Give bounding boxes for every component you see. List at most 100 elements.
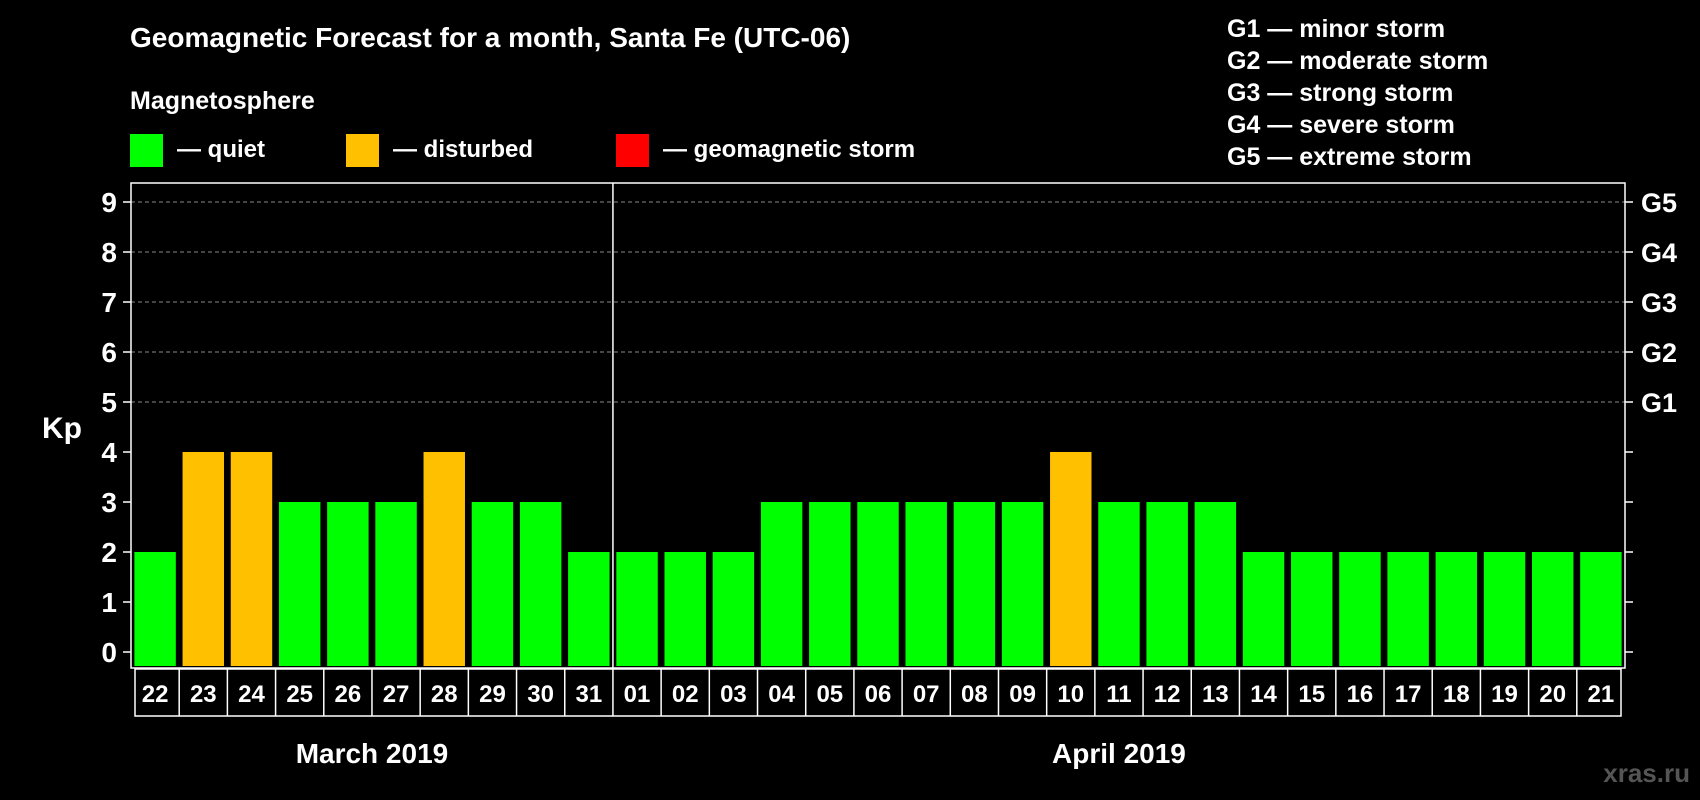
- chart-title: Geomagnetic Forecast for a month, Santa …: [130, 22, 850, 53]
- bar: [1291, 552, 1333, 666]
- storm-level-label: G3: [1641, 288, 1677, 318]
- bar: [1146, 502, 1188, 666]
- storm-level-label: G2: [1641, 338, 1677, 368]
- storm-scale-g4: G4 — severe storm: [1227, 111, 1455, 139]
- bar: [712, 552, 755, 666]
- watermark: xras.ru: [1603, 758, 1690, 788]
- x-tick-label: 04: [768, 681, 795, 708]
- bar: [616, 552, 658, 666]
- x-tick-label: 16: [1347, 681, 1374, 708]
- x-tick-label: 01: [624, 681, 651, 708]
- bar: [375, 502, 417, 666]
- y-tick-label: 1: [101, 587, 117, 618]
- bar: [760, 502, 803, 666]
- bar: [327, 502, 369, 666]
- bar: [1387, 552, 1429, 666]
- x-tick-label: 25: [286, 681, 313, 708]
- x-tick-label: 09: [1009, 681, 1036, 708]
- legend-swatch-quiet: [130, 134, 163, 167]
- x-tick-label: 15: [1298, 681, 1325, 708]
- x-tick-label: 19: [1491, 681, 1518, 708]
- storm-scale-g5: G5 — extreme storm: [1227, 143, 1472, 171]
- x-tick-label: 18: [1443, 681, 1470, 708]
- x-tick-label: 17: [1395, 681, 1422, 708]
- bar: [953, 502, 996, 666]
- legend-heading: Magnetosphere: [130, 87, 315, 115]
- bar: [278, 502, 321, 666]
- bar: [568, 552, 610, 666]
- x-tick-label: 24: [238, 681, 265, 708]
- bar: [1242, 552, 1285, 666]
- x-tick-label: 02: [672, 681, 699, 708]
- legend: — quiet — disturbed — geomagnetic storm: [130, 134, 915, 167]
- x-tick-label: 29: [479, 681, 506, 708]
- bar: [1435, 552, 1478, 666]
- bar: [1194, 502, 1237, 666]
- bar: [423, 452, 465, 666]
- bar: [1001, 502, 1044, 666]
- x-tick-label: 31: [575, 681, 602, 708]
- y-tick-label: 0: [101, 637, 117, 668]
- bar: [1483, 552, 1526, 666]
- x-tick-label: 26: [335, 681, 362, 708]
- bar: [1580, 552, 1622, 666]
- bar: [809, 502, 851, 666]
- y-axis-label: Kp: [42, 412, 82, 445]
- legend-label-storm: — geomagnetic storm: [663, 136, 915, 163]
- legend-swatch-disturbed: [346, 134, 379, 167]
- bar: [134, 552, 176, 666]
- storm-scale-g2: G2 — moderate storm: [1227, 47, 1488, 75]
- date-row-frame: [134, 668, 1622, 717]
- bar: [1050, 452, 1092, 666]
- legend-label-quiet: — quiet: [177, 136, 265, 163]
- bar: [857, 502, 899, 666]
- y-tick-label: 5: [101, 387, 117, 418]
- y-tick-label: 6: [101, 337, 117, 368]
- month-label: March 2019: [296, 738, 449, 769]
- x-tick-label: 10: [1057, 681, 1084, 708]
- legend-swatch-storm: [616, 134, 649, 167]
- y-tick-label: 7: [101, 287, 117, 318]
- x-tick-label: 13: [1202, 681, 1229, 708]
- month-label: April 2019: [1052, 738, 1186, 769]
- bar: [182, 452, 225, 666]
- x-tick-label: 05: [816, 681, 843, 708]
- x-tick-label: 03: [720, 681, 747, 708]
- x-tick-label: 14: [1250, 681, 1277, 708]
- bar: [905, 502, 947, 666]
- storm-scale-g3: G3 — strong storm: [1227, 79, 1453, 107]
- storm-scale-g1: G1 — minor storm: [1227, 15, 1445, 43]
- bar: [230, 452, 273, 666]
- storm-level-label: G4: [1641, 238, 1677, 268]
- y-tick-label: 3: [101, 487, 117, 518]
- y-tick-label: 4: [101, 437, 117, 468]
- x-tick-label: 22: [142, 681, 169, 708]
- x-tick-label: 11: [1106, 681, 1131, 708]
- x-tick-label: 30: [527, 681, 554, 708]
- bar: [1339, 552, 1381, 666]
- x-tick-label: 20: [1539, 681, 1566, 708]
- bar: [471, 502, 514, 666]
- y-tick-label: 8: [101, 237, 117, 268]
- x-tick-label: 23: [190, 681, 217, 708]
- x-tick-label: 07: [913, 681, 940, 708]
- bar: [664, 552, 706, 666]
- x-tick-label: 08: [961, 681, 988, 708]
- x-tick-label: 21: [1588, 681, 1615, 708]
- x-tick-label: 06: [865, 681, 892, 708]
- bar: [1098, 502, 1140, 666]
- storm-scale-legend: G1 — minor storm G2 — moderate storm G3 …: [1227, 15, 1488, 171]
- bar: [1531, 552, 1574, 666]
- legend-label-disturbed: — disturbed: [393, 136, 533, 163]
- bar: [519, 502, 562, 666]
- y-tick-label: 2: [101, 537, 117, 568]
- x-tick-label: 28: [431, 681, 458, 708]
- x-tick-label: 12: [1154, 681, 1181, 708]
- y-tick-label: 9: [101, 187, 117, 218]
- plot-frame: [130, 182, 1626, 669]
- storm-level-label: G1: [1641, 388, 1677, 418]
- x-tick-label: 27: [383, 681, 410, 708]
- storm-level-label: G5: [1641, 188, 1677, 218]
